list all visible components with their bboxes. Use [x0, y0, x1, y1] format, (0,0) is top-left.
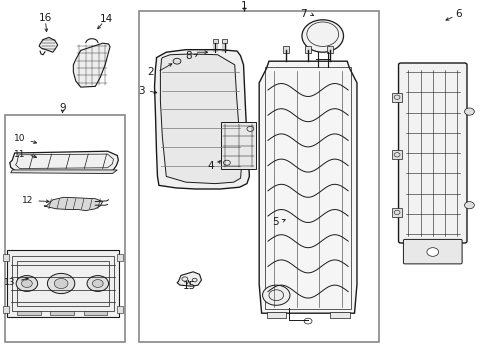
- Circle shape: [16, 276, 38, 292]
- Text: 12: 12: [22, 197, 33, 205]
- Text: 11: 11: [14, 150, 25, 158]
- Bar: [17, 261, 109, 306]
- Bar: [222, 39, 227, 43]
- Text: 14: 14: [100, 14, 113, 24]
- Text: 15: 15: [183, 281, 196, 291]
- Circle shape: [47, 274, 75, 294]
- Text: 8: 8: [184, 51, 191, 61]
- Bar: [305, 46, 310, 53]
- Polygon shape: [39, 37, 58, 52]
- FancyBboxPatch shape: [398, 63, 466, 243]
- Bar: [5, 115, 124, 342]
- Circle shape: [92, 279, 103, 287]
- Bar: [7, 250, 119, 317]
- Circle shape: [87, 276, 108, 292]
- Text: 13: 13: [4, 278, 16, 287]
- Polygon shape: [73, 43, 110, 87]
- Text: 3: 3: [138, 86, 144, 96]
- Polygon shape: [177, 272, 201, 286]
- Circle shape: [262, 285, 289, 305]
- Bar: [391, 208, 401, 217]
- Bar: [3, 306, 9, 313]
- Bar: [83, 311, 107, 315]
- Bar: [50, 311, 74, 315]
- Bar: [12, 256, 114, 311]
- Polygon shape: [154, 50, 249, 189]
- Bar: [117, 254, 122, 261]
- Circle shape: [54, 279, 68, 289]
- Text: 9: 9: [59, 103, 66, 113]
- Bar: [283, 46, 288, 53]
- Bar: [391, 93, 401, 102]
- Text: 5: 5: [271, 217, 278, 228]
- Circle shape: [173, 58, 181, 64]
- Bar: [264, 67, 350, 309]
- Bar: [212, 39, 217, 43]
- Ellipse shape: [302, 20, 343, 52]
- Circle shape: [21, 279, 32, 287]
- Bar: [17, 311, 41, 315]
- Bar: [139, 11, 378, 342]
- Bar: [117, 306, 122, 313]
- Bar: [3, 254, 9, 261]
- Polygon shape: [10, 151, 118, 172]
- Bar: [326, 46, 332, 53]
- Circle shape: [464, 202, 473, 209]
- Polygon shape: [160, 54, 241, 184]
- Bar: [266, 312, 285, 318]
- Polygon shape: [259, 61, 356, 313]
- Bar: [329, 312, 349, 318]
- Text: 7: 7: [300, 9, 306, 19]
- Text: 6: 6: [454, 9, 461, 19]
- Polygon shape: [11, 170, 117, 174]
- Text: 2: 2: [147, 67, 154, 77]
- Circle shape: [426, 248, 438, 256]
- Text: 1: 1: [241, 1, 247, 12]
- Bar: [194, 50, 200, 55]
- Text: 4: 4: [207, 161, 214, 171]
- Text: 16: 16: [38, 13, 52, 23]
- FancyBboxPatch shape: [403, 239, 461, 264]
- Bar: [221, 122, 256, 169]
- Text: 10: 10: [14, 134, 25, 143]
- Polygon shape: [44, 197, 102, 211]
- Circle shape: [464, 108, 473, 115]
- Bar: [391, 150, 401, 159]
